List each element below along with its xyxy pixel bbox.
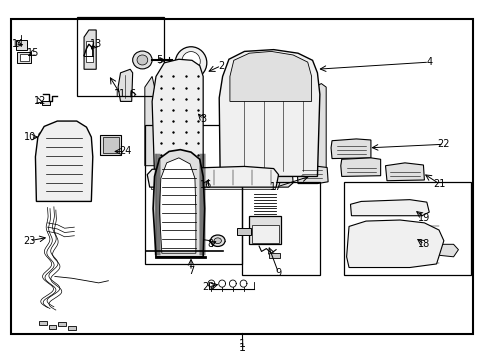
- Bar: [39, 192, 44, 195]
- Bar: [48, 325, 56, 329]
- Polygon shape: [314, 84, 325, 176]
- Ellipse shape: [79, 132, 84, 136]
- Text: 14: 14: [12, 39, 24, 49]
- Bar: [242, 182, 319, 275]
- Bar: [41, 101, 49, 105]
- Ellipse shape: [175, 47, 206, 79]
- Bar: [86, 163, 91, 166]
- Text: 6: 6: [129, 89, 136, 99]
- Polygon shape: [152, 59, 203, 176]
- Ellipse shape: [137, 55, 147, 65]
- Text: 1: 1: [238, 343, 245, 353]
- Bar: [237, 228, 250, 235]
- Text: 16: 16: [199, 180, 211, 190]
- Text: 15: 15: [27, 48, 39, 58]
- Bar: [268, 252, 279, 258]
- Polygon shape: [44, 131, 84, 196]
- Polygon shape: [118, 69, 132, 102]
- Bar: [251, 225, 278, 243]
- Bar: [186, 234, 193, 238]
- Text: 23: 23: [23, 236, 36, 246]
- Bar: [77, 18, 164, 96]
- Bar: [188, 105, 201, 116]
- Bar: [100, 135, 121, 155]
- Text: 9: 9: [275, 268, 281, 278]
- Polygon shape: [340, 158, 380, 176]
- Text: 24: 24: [119, 147, 131, 157]
- Polygon shape: [385, 163, 424, 181]
- Text: 17: 17: [269, 182, 282, 192]
- Text: 22: 22: [437, 139, 449, 149]
- Polygon shape: [229, 51, 311, 102]
- Text: 10: 10: [24, 132, 37, 142]
- Bar: [151, 186, 275, 189]
- Ellipse shape: [39, 132, 43, 136]
- Text: 12: 12: [34, 96, 46, 107]
- Text: 13: 13: [90, 39, 102, 49]
- Polygon shape: [144, 76, 154, 166]
- Polygon shape: [273, 167, 292, 187]
- Bar: [58, 160, 71, 170]
- Ellipse shape: [214, 238, 221, 244]
- Bar: [16, 40, 27, 50]
- Ellipse shape: [210, 235, 224, 247]
- Ellipse shape: [132, 51, 152, 69]
- Text: 21: 21: [432, 179, 444, 189]
- Bar: [20, 54, 29, 61]
- Text: 1: 1: [238, 339, 245, 349]
- Polygon shape: [350, 200, 428, 216]
- Bar: [18, 52, 31, 63]
- Bar: [144, 125, 242, 264]
- Bar: [86, 192, 91, 195]
- Text: 11: 11: [114, 89, 126, 99]
- Text: 3: 3: [200, 114, 206, 124]
- Polygon shape: [219, 50, 319, 176]
- Text: 18: 18: [417, 239, 429, 249]
- Bar: [161, 68, 171, 72]
- Bar: [39, 321, 46, 325]
- Text: 2: 2: [218, 61, 224, 71]
- Text: 5: 5: [156, 55, 162, 65]
- Ellipse shape: [71, 197, 76, 201]
- Text: 8: 8: [207, 239, 213, 249]
- Bar: [68, 326, 76, 330]
- Polygon shape: [153, 150, 204, 257]
- Polygon shape: [346, 220, 443, 267]
- Text: 20: 20: [202, 282, 214, 292]
- Bar: [58, 322, 66, 327]
- Polygon shape: [159, 158, 196, 253]
- Ellipse shape: [176, 67, 182, 70]
- Bar: [344, 182, 469, 275]
- Text: 7: 7: [187, 266, 194, 276]
- Ellipse shape: [188, 123, 193, 127]
- Text: 19: 19: [417, 212, 429, 222]
- Bar: [59, 161, 70, 169]
- Polygon shape: [147, 166, 278, 187]
- Bar: [249, 216, 281, 244]
- Bar: [39, 177, 44, 181]
- Text: 4: 4: [426, 57, 431, 67]
- Polygon shape: [330, 139, 370, 158]
- Bar: [86, 41, 93, 62]
- Polygon shape: [35, 121, 93, 202]
- Polygon shape: [436, 244, 458, 257]
- Bar: [11, 19, 472, 334]
- Polygon shape: [84, 30, 96, 69]
- Bar: [39, 163, 44, 166]
- Polygon shape: [296, 166, 327, 184]
- Ellipse shape: [47, 197, 52, 201]
- Bar: [102, 138, 118, 153]
- Ellipse shape: [182, 51, 200, 71]
- Bar: [39, 149, 44, 152]
